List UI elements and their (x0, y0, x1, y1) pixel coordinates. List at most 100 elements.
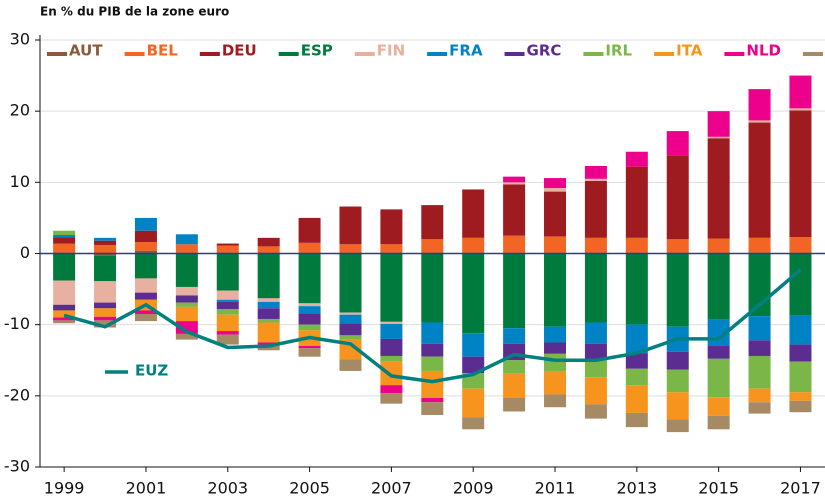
bar-segment (421, 205, 444, 240)
bar-segment (584, 178, 607, 181)
bar-segment (789, 315, 812, 345)
bar-segment (380, 392, 403, 404)
bar-segment (503, 235, 526, 254)
x-tick-label: 2001 (126, 479, 167, 498)
bar-segment (216, 243, 239, 246)
bar-segment (748, 89, 771, 121)
x-tick-label: 2009 (453, 479, 494, 498)
bar-segment (298, 242, 321, 254)
bar-segment (707, 358, 730, 398)
bar-segment (421, 397, 444, 403)
y-tick-label: -20 (4, 385, 30, 404)
bar-segment (707, 111, 730, 137)
bar-segment (298, 348, 321, 357)
bar-segment (748, 120, 771, 123)
x-tick-label: 2003 (207, 479, 248, 498)
bar-segment (134, 310, 157, 314)
legend-label: FIN (377, 42, 405, 60)
bar-segment (175, 302, 198, 307)
bar-segment (666, 253, 689, 327)
bar-segment (339, 312, 362, 315)
bar-segment (544, 253, 567, 327)
bar-segment (666, 131, 689, 156)
x-tick-label: 2005 (289, 479, 330, 498)
bar-segment (175, 333, 198, 340)
bar-segment (298, 306, 321, 314)
bar-segment (707, 346, 730, 359)
y-tick-label: 30 (10, 30, 30, 49)
bar-segment (421, 370, 444, 398)
bar-segment (421, 239, 444, 254)
bar-segment (257, 318, 280, 323)
bar-segment (216, 290, 239, 300)
bar-segment (503, 184, 526, 236)
bar-segment (339, 253, 362, 313)
bar-segment (503, 253, 526, 329)
bar-segment (53, 317, 76, 321)
bar-segment (625, 324, 648, 354)
bar-segment (380, 253, 403, 322)
bar-segment (748, 340, 771, 356)
bar-segment (53, 280, 76, 305)
bar-segment (748, 237, 771, 254)
bar-segment (625, 385, 648, 413)
bar-segment (94, 308, 117, 317)
bar-segment (257, 253, 280, 299)
y-tick-label: 20 (10, 101, 30, 120)
bar-segment (257, 246, 280, 254)
bar-segment (462, 388, 485, 418)
bar-segment (707, 138, 730, 239)
bar-segment (625, 237, 648, 254)
bar-segment (544, 191, 567, 237)
bar-segment (298, 217, 321, 243)
bar-segment (625, 353, 648, 369)
bar-segment (584, 377, 607, 405)
bar-segment (339, 335, 362, 340)
bar-segment (421, 253, 444, 323)
bar-segment (175, 234, 198, 245)
bar-segment (94, 255, 117, 282)
legend-label: ITA (676, 42, 703, 60)
y-tick-label: 10 (10, 172, 30, 191)
x-tick-label: 2011 (535, 479, 576, 498)
bar-segment (216, 334, 239, 345)
bar-segment (666, 392, 689, 420)
bar-segment (175, 306, 198, 322)
bar-segment (94, 237, 117, 241)
bar-segment (175, 286, 198, 296)
legend-label: BEL (147, 42, 179, 60)
bar-segment (134, 292, 157, 300)
bar-segment (53, 230, 76, 235)
bar-segment (380, 355, 403, 362)
y-tick-label: -10 (4, 314, 30, 333)
bar-segment (216, 309, 239, 315)
legend-label: AUT (69, 42, 103, 60)
bar-segment (257, 308, 280, 319)
bar-segment (298, 346, 321, 349)
bar-segment (544, 394, 567, 408)
bar-segment (789, 392, 812, 401)
legend-label: ESP (301, 42, 333, 60)
bar-segment (134, 217, 157, 231)
bar-segment (175, 244, 198, 254)
bar-segment (625, 368, 648, 386)
bar-segment (380, 323, 403, 339)
bar-segment (298, 313, 321, 325)
bar-segment (175, 253, 198, 287)
bar-segment (94, 244, 117, 254)
x-tick-label: 2013 (616, 479, 657, 498)
bar-segment (748, 122, 771, 238)
bar-segment (94, 281, 117, 303)
bar-segment (789, 400, 812, 413)
bar-segment (216, 299, 239, 302)
y-tick-label: -30 (4, 457, 30, 476)
bar-segment (707, 238, 730, 254)
bar-segment (175, 295, 198, 303)
bar-segment (134, 313, 157, 322)
bar-segment (339, 206, 362, 245)
bar-segment (94, 253, 117, 256)
legend-label: EUZ (135, 362, 168, 380)
bar-segment (298, 303, 321, 307)
bar-segment (134, 250, 157, 254)
bar-segment (666, 155, 689, 240)
